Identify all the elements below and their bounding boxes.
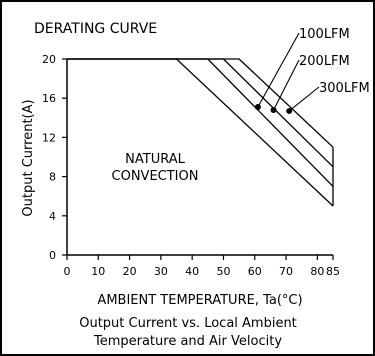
y-tick-label: 12 [42, 131, 56, 144]
x-axis-label: AMBIENT TEMPERATURE, Ta(°C) [97, 293, 302, 308]
y-tick-label: 4 [49, 210, 56, 223]
x-tick-label: 10 [91, 265, 105, 278]
callout-leader-100lfm [257, 32, 300, 108]
legend-label-200lfm: 200LFM [299, 54, 350, 69]
y-axis-label: Output Current(A) [21, 99, 36, 216]
caption-line1: Output Current vs. Local Ambient [79, 316, 297, 331]
callout-leader-200lfm [273, 59, 300, 111]
region-label-line1: NATURAL [125, 152, 185, 167]
series-line-natural-convection [67, 58, 334, 207]
x-tick-label: 20 [123, 265, 137, 278]
x-tick-label: 70 [279, 265, 293, 278]
legend-label-100lfm: 100LFM [299, 27, 350, 42]
series-line-200lfm [67, 58, 334, 168]
caption-line2: Temperature and Air Velocity [93, 334, 282, 349]
y-tick-label: 20 [42, 53, 56, 66]
x-tick-label: 0 [64, 265, 71, 278]
plot-area: 0 10 20 30 40 50 60 70 80 85 0 4 8 12 16 20 100LFM 200LFM… [42, 27, 370, 278]
x-tick-label: 30 [154, 265, 168, 278]
region-label-line2: CONVECTION [112, 169, 199, 184]
y-tick-label: 16 [42, 92, 56, 105]
series-line-100lfm [67, 58, 334, 187]
x-tick-label: 50 [216, 265, 230, 278]
x-tick-label: 80 [310, 265, 324, 278]
x-tick-label: 60 [248, 265, 262, 278]
x-tick-label: 40 [185, 265, 199, 278]
x-tick-label: 85 [326, 265, 340, 278]
chart-title: DERATING CURVE [34, 21, 157, 37]
legend-label-300lfm: 300LFM [319, 81, 370, 96]
y-tick-label: 0 [49, 249, 56, 262]
callout-leader-300lfm [288, 86, 320, 112]
series-line-300lfm [67, 58, 334, 148]
y-tick-label: 8 [49, 171, 56, 184]
